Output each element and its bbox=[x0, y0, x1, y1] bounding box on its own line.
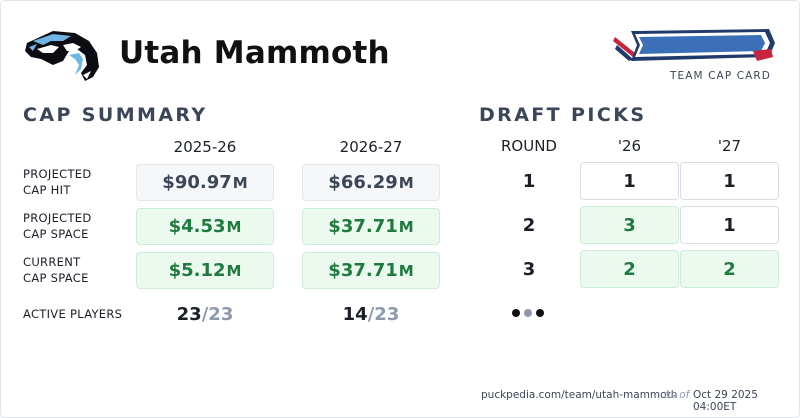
footer-as-of-label: as of bbox=[664, 389, 690, 401]
pick-round1-27: 1 bbox=[680, 162, 779, 200]
row-label-active-players: ACTIVE PLAYERS bbox=[23, 307, 123, 321]
unit: M bbox=[398, 173, 414, 192]
pick-round3-27: 2 bbox=[680, 250, 779, 288]
unit: M bbox=[232, 173, 248, 192]
pick-round2-26: 3 bbox=[580, 206, 679, 244]
player-count: 23 bbox=[176, 304, 202, 325]
current-cap-space-2026-27: $37.71 M bbox=[302, 252, 440, 289]
season-header-1: 2025-26 bbox=[173, 138, 237, 156]
pick-round1-26: 1 bbox=[580, 162, 679, 200]
projected-cap-hit-2026-27: $66.29 M bbox=[302, 164, 440, 201]
label-line: PROJECTED bbox=[23, 167, 92, 181]
amount: $37.71 bbox=[328, 216, 398, 237]
amount: $37.71 bbox=[328, 260, 398, 281]
season-header-2: 2026-27 bbox=[339, 138, 403, 156]
year-header-26: '26 bbox=[617, 137, 642, 155]
label-line: CAP SPACE bbox=[23, 271, 89, 285]
footer-url-link[interactable]: puckpedia.com/team/utah-mammoth bbox=[481, 389, 678, 401]
unit: M bbox=[398, 217, 414, 236]
current-cap-space-2025-26: $5.12 M bbox=[136, 252, 274, 289]
player-total: /23 bbox=[367, 304, 400, 325]
unit: M bbox=[226, 261, 242, 280]
puckpedia-logo[interactable] bbox=[613, 23, 777, 69]
player-total: /23 bbox=[201, 304, 234, 325]
pick-round2-27: 1 bbox=[680, 206, 779, 244]
projected-cap-space-2026-27: $37.71 M bbox=[302, 208, 440, 245]
projected-cap-space-2025-26: $4.53 M bbox=[136, 208, 274, 245]
active-players-2025-26: 23/23 bbox=[135, 304, 275, 325]
amount: $4.53 bbox=[168, 216, 226, 237]
more-dots-icon[interactable] bbox=[511, 307, 547, 319]
row-label-current-cap-space: CURRENT CAP SPACE bbox=[23, 254, 89, 286]
footer-date: Oct 29 2025 04:00ET bbox=[693, 389, 758, 413]
round-1: 1 bbox=[522, 171, 536, 192]
draft-picks-title: DRAFT PICKS bbox=[479, 104, 647, 126]
label-line: CAP HIT bbox=[23, 183, 71, 197]
label-line: PROJECTED bbox=[23, 211, 92, 225]
row-label-projected-cap-hit: PROJECTED CAP HIT bbox=[23, 166, 92, 198]
cap-summary-title: CAP SUMMARY bbox=[23, 104, 208, 126]
label-line: CURRENT bbox=[23, 255, 81, 269]
unit: M bbox=[226, 217, 242, 236]
round-2: 2 bbox=[522, 215, 536, 236]
amount: $90.97 bbox=[162, 172, 232, 193]
amount: $66.29 bbox=[328, 172, 398, 193]
mammoth-logo-icon bbox=[25, 31, 99, 81]
year-header-27: '27 bbox=[717, 137, 742, 155]
projected-cap-hit-2025-26: $90.97 M bbox=[136, 164, 274, 201]
pick-round3-26: 2 bbox=[580, 250, 679, 288]
label-line: CAP SPACE bbox=[23, 227, 89, 241]
unit: M bbox=[398, 261, 414, 280]
row-label-projected-cap-space: PROJECTED CAP SPACE bbox=[23, 210, 92, 242]
active-players-2026-27: 14/23 bbox=[301, 304, 441, 325]
brand-subtitle: TEAM CAP CARD bbox=[669, 70, 771, 82]
amount: $5.12 bbox=[168, 260, 226, 281]
round-header: ROUND bbox=[501, 137, 557, 155]
player-count: 14 bbox=[342, 304, 368, 325]
team-name: Utah Mammoth bbox=[119, 35, 390, 71]
round-3: 3 bbox=[522, 259, 536, 280]
